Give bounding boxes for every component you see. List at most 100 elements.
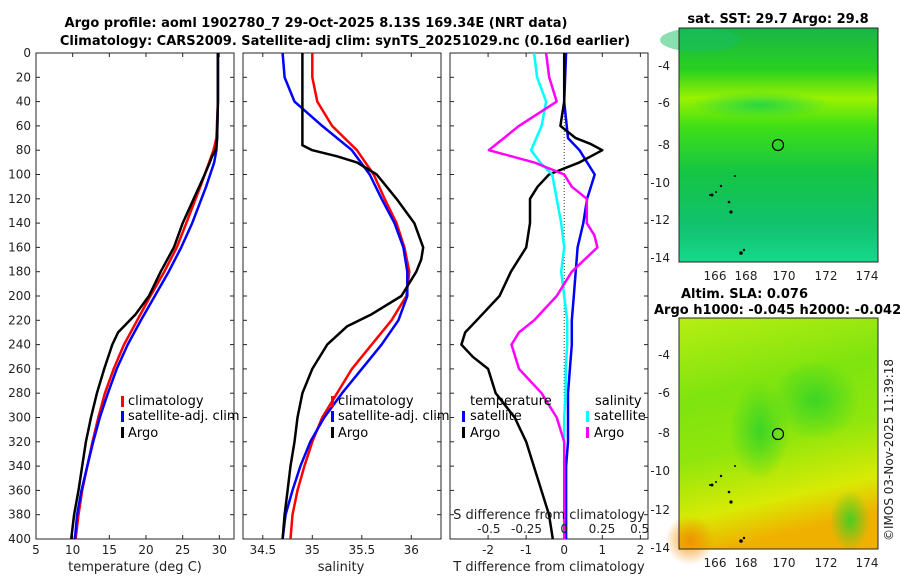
figure-title-line1: Argo profile: aoml 1902780_7 29-Oct-2025… — [65, 16, 568, 31]
sst-map: sat. SST: 29.7 Argo: 29.8 -4 -6 -8 -10 -… — [650, 12, 879, 283]
sla-low-patch — [830, 490, 870, 550]
depth-tick-label: 240 — [8, 338, 31, 352]
lat-tick: -14 — [650, 541, 670, 555]
depth-tick-label: 400 — [8, 532, 31, 546]
depth-tick-label: 360 — [8, 483, 31, 497]
lon-tick: 168 — [735, 556, 758, 570]
series-line-temperature-satellite — [562, 52, 596, 539]
figure-title-line2: Climatology: CARS2009. Satellite-adj cli… — [60, 34, 630, 49]
legend-label-temp-argo: Argo — [470, 426, 500, 441]
lat-tick: -6 — [658, 96, 670, 110]
series-line-argo — [69, 53, 220, 540]
t-difference-xlabel: T difference from climatology — [452, 560, 645, 575]
series-line-argo — [281, 53, 425, 540]
x-tick-label: 5 — [32, 543, 40, 557]
depth-tick-label: 220 — [8, 313, 31, 327]
coastline-islands — [709, 175, 746, 255]
sla-low-patch — [730, 380, 790, 480]
lat-tick: -6 — [658, 386, 670, 400]
x-tick-label: 35.5 — [348, 543, 375, 557]
legend-label-argo: Argo — [338, 426, 368, 441]
x-tick-label: 35 — [305, 543, 320, 557]
x-tick-label: 30 — [212, 543, 227, 557]
top-x-tick-label: 0 — [560, 522, 568, 536]
legend-swatch-satellite — [121, 411, 124, 422]
lon-tick: 170 — [773, 556, 796, 570]
lat-tick: -14 — [650, 251, 670, 265]
lat-tick: -4 — [658, 59, 670, 73]
sst-field — [679, 28, 878, 262]
legend-label-climatology: climatology — [338, 394, 414, 409]
legend-label-satellite: satellite-adj. clim — [338, 409, 450, 424]
legend-label-argo: Argo — [128, 426, 158, 441]
legend-title-salinity: salinity — [595, 394, 642, 409]
salinity-xlabel: salinity — [318, 560, 365, 575]
x-tick-label: 0 — [560, 543, 568, 557]
depth-tick-label: 100 — [8, 168, 31, 182]
lat-tick: -10 — [650, 176, 670, 190]
depth-tick-label: 0 — [23, 46, 31, 60]
depth-tick-label: 280 — [8, 386, 31, 400]
series-line-temperature-argo — [460, 53, 604, 540]
temperature-panel: 0 20 40 60 80 100 120 140 160 180 200 220 240 260 280 3… — [8, 46, 240, 575]
legend-label-sal-satellite: satellite — [594, 409, 646, 424]
legend-label-satellite: satellite-adj. clim — [128, 409, 240, 424]
lat-tick: -12 — [650, 213, 670, 227]
sla-map-title-line1: Altim. SLA: 0.076 — [681, 287, 808, 302]
sst-lon-ticks: 166 168 170 172 174 — [704, 269, 879, 283]
x-tick-label: 34.5 — [249, 543, 276, 557]
salinity-axes-frame — [242, 52, 442, 540]
series-line-satellite-adj-clim — [73, 53, 220, 540]
x-tick-label: 15 — [102, 543, 117, 557]
sla-high-patch — [665, 515, 715, 565]
legend-label-temp-satellite: satellite — [470, 409, 522, 424]
x-tick-label: -2 — [482, 543, 494, 557]
top-x-tick-label: 0.5 — [630, 522, 649, 536]
argo-position-marker — [771, 427, 785, 441]
temperature-diff-legend: temperature satellite Argo — [462, 394, 552, 441]
lon-tick: 172 — [815, 269, 838, 283]
x-tick-label: 10 — [65, 543, 80, 557]
depth-tick-label: 20 — [16, 70, 31, 84]
sla-map: Altim. SLA: 0.076 Argo h1000: -0.045 h20… — [650, 287, 900, 570]
x-tick-label: 36 — [404, 543, 419, 557]
lon-tick: 170 — [773, 269, 796, 283]
s-difference-tick-labels: -0.5 -0.25 0 0.25 0.5 — [477, 522, 649, 536]
x-tick-label: -1 — [520, 543, 532, 557]
depth-tick-label: 40 — [16, 95, 31, 109]
s-difference-xlabel: S difference from climatology — [453, 508, 645, 523]
sst-map-frame — [678, 27, 879, 263]
legend-swatch-argo — [121, 427, 124, 438]
temperature-series — [36, 52, 234, 540]
legend-swatch-sal-argo — [586, 427, 589, 438]
temperature-legend: climatology satellite-adj. clim Argo — [121, 394, 240, 441]
depth-tick-label: 200 — [8, 289, 31, 303]
x-tick-label: 1 — [598, 543, 606, 557]
depth-tick-label: 60 — [16, 119, 31, 133]
depth-tick-label: 160 — [8, 240, 31, 254]
lon-tick: 174 — [856, 269, 879, 283]
series-line-salinity-argo — [487, 52, 599, 539]
depth-tick-label: 300 — [8, 411, 31, 425]
difference-series — [450, 52, 648, 540]
legend-swatch-climatology — [121, 396, 124, 407]
salinity-panel: 34.5 35 35.5 36 salinity climatology satell… — [242, 52, 450, 575]
lon-tick: 166 — [704, 556, 727, 570]
sla-map-frame — [678, 317, 879, 550]
legend-swatch-climatology — [331, 396, 334, 407]
sst-map-title: sat. SST: 29.7 Argo: 29.8 — [687, 12, 868, 27]
argo-position-marker — [771, 138, 785, 152]
depth-tick-label: 260 — [8, 362, 31, 376]
legend-label-climatology: climatology — [128, 394, 204, 409]
legend-swatch-temp-satellite — [462, 411, 465, 422]
depth-tick-label: 180 — [8, 265, 31, 279]
depth-tick-label: 140 — [8, 216, 31, 230]
copyright-stamp: ©IMOS 03-Nov-2025 11:39:18 — [882, 359, 896, 541]
x-tick-label: 20 — [138, 543, 153, 557]
sla-lat-ticks: -4 -6 -8 -10 -12 -14 — [650, 348, 670, 555]
difference-panel: -2 -1 0 1 2 -0.5 -0.25 0 0.25 0.5 S difference f… — [449, 52, 649, 575]
temperature-axes-frame — [35, 52, 235, 540]
series-line-satellite-adj-clim — [281, 52, 409, 540]
legend-swatch-argo — [331, 427, 334, 438]
